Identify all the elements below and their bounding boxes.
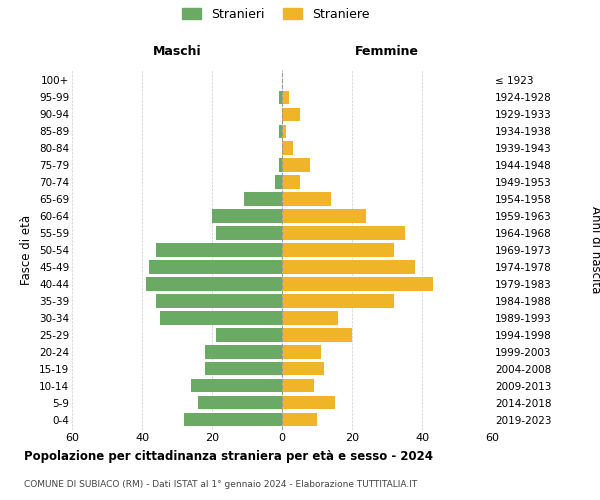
Bar: [275, 176, 282, 188]
Bar: [244, 192, 282, 205]
Bar: [278, 124, 282, 138]
Bar: [184, 413, 282, 426]
Bar: [160, 312, 282, 324]
Bar: [282, 362, 324, 376]
Bar: [282, 396, 335, 409]
Bar: [282, 260, 415, 274]
Bar: [282, 158, 310, 172]
Text: Anni di nascita: Anni di nascita: [589, 206, 600, 294]
Bar: [146, 278, 282, 290]
Legend: Stranieri, Straniere: Stranieri, Straniere: [178, 2, 374, 26]
Bar: [282, 328, 352, 342]
Text: COMUNE DI SUBIACO (RM) - Dati ISTAT al 1° gennaio 2024 - Elaborazione TUTTITALIA: COMUNE DI SUBIACO (RM) - Dati ISTAT al 1…: [24, 480, 417, 489]
Text: Femmine: Femmine: [355, 45, 419, 58]
Bar: [156, 244, 282, 256]
Bar: [278, 90, 282, 104]
Bar: [282, 244, 394, 256]
Bar: [215, 226, 282, 239]
Bar: [282, 346, 320, 358]
Y-axis label: Fasce di età: Fasce di età: [20, 215, 34, 285]
Text: Popolazione per cittadinanza straniera per età e sesso - 2024: Popolazione per cittadinanza straniera p…: [24, 450, 433, 463]
Bar: [278, 158, 282, 172]
Bar: [198, 396, 282, 409]
Text: Maschi: Maschi: [152, 45, 202, 58]
Bar: [282, 379, 314, 392]
Bar: [282, 413, 317, 426]
Bar: [282, 124, 286, 138]
Bar: [282, 90, 289, 104]
Bar: [282, 278, 433, 290]
Bar: [282, 226, 404, 239]
Bar: [282, 108, 299, 121]
Bar: [282, 294, 394, 308]
Bar: [282, 142, 293, 154]
Bar: [282, 210, 366, 222]
Bar: [149, 260, 282, 274]
Bar: [215, 328, 282, 342]
Bar: [282, 176, 299, 188]
Bar: [212, 210, 282, 222]
Bar: [282, 192, 331, 205]
Bar: [156, 294, 282, 308]
Bar: [191, 379, 282, 392]
Bar: [205, 362, 282, 376]
Bar: [205, 346, 282, 358]
Bar: [282, 312, 338, 324]
